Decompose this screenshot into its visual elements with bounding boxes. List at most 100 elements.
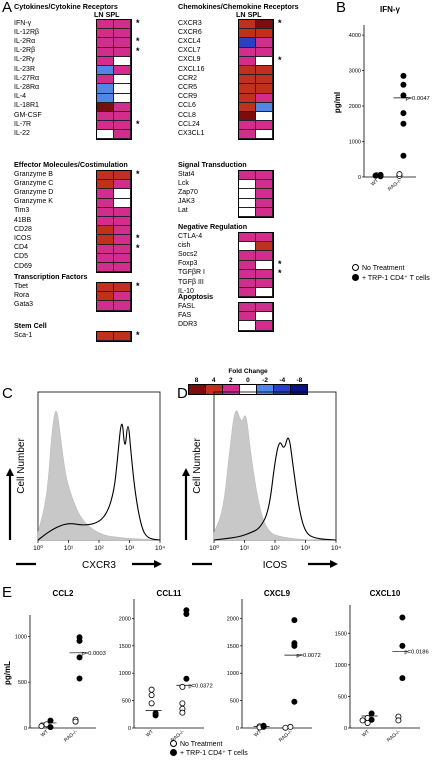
heatmap-cell-spl bbox=[114, 180, 131, 190]
y-tick-label: 1000 bbox=[349, 140, 361, 146]
heatmap-cell-ln bbox=[239, 321, 256, 331]
heatmap-cell-spl bbox=[114, 253, 131, 263]
data-point-no-treatment bbox=[179, 709, 186, 716]
section-title: Apoptosis bbox=[178, 292, 214, 301]
heatmap-cell-ln bbox=[239, 102, 256, 112]
p-value-annotation: p=0.0186 bbox=[404, 650, 428, 656]
x-tick-label: RAG-/- bbox=[386, 729, 402, 744]
significance-star: * bbox=[278, 18, 282, 28]
significance-star: * bbox=[278, 54, 282, 65]
data-point-treated bbox=[47, 717, 54, 724]
heatmap-cell-ln bbox=[239, 189, 256, 199]
row-label: Granzyme B bbox=[14, 170, 53, 178]
row-label: Tbet bbox=[14, 282, 29, 290]
row-label: IL-12Rβ bbox=[14, 28, 40, 36]
significance-star: * bbox=[278, 267, 282, 278]
data-point-treated bbox=[260, 723, 267, 730]
x-tick-label: 10³ bbox=[125, 545, 135, 552]
row-label: IL-22 bbox=[14, 129, 30, 137]
p-value-annotation: p=0.0003 bbox=[82, 651, 106, 657]
heatmap-cell-spl bbox=[256, 130, 273, 140]
data-point-treated bbox=[372, 172, 379, 179]
heatmap-cell-ln bbox=[97, 102, 114, 112]
fold-change-swatch bbox=[274, 385, 291, 394]
row-label: CXCL4 bbox=[178, 37, 201, 45]
fold-change-swatches bbox=[188, 384, 308, 395]
row-label: CXCR3 bbox=[178, 19, 202, 27]
heatmap-cell-ln bbox=[97, 292, 114, 302]
section-title: Negative Regulation bbox=[178, 222, 248, 231]
heatmap-cell-ln bbox=[97, 65, 114, 76]
fold-change-swatch bbox=[206, 385, 223, 394]
x-arrow-head-icon bbox=[154, 560, 162, 568]
heatmap-cell-ln bbox=[239, 121, 256, 131]
heatmap-cell-ln bbox=[239, 233, 256, 243]
y-arrow-head-icon bbox=[182, 468, 190, 476]
heatmap-cell-ln bbox=[239, 242, 256, 252]
y-tick-label: 3000 bbox=[349, 69, 361, 75]
y-tick-label: 2000 bbox=[349, 104, 361, 110]
chart-c-cxcr3-histogram: 10⁰ 10¹ 10² 10³ 10⁴ CXCR3 Cell Number bbox=[6, 391, 165, 571]
row-label: Socs2 bbox=[178, 250, 198, 258]
heatmap-cell-ln bbox=[97, 283, 114, 293]
heatmap-cell-ln bbox=[239, 312, 256, 322]
fold-change-labels: 8 4 2 0 -2 -4 -8 bbox=[188, 377, 308, 384]
x-axis-label: CXCR3 bbox=[82, 560, 116, 571]
heatmap-cell-spl bbox=[114, 130, 131, 140]
x-tick-label: WT bbox=[253, 729, 263, 739]
heatmap-cell-spl bbox=[114, 111, 131, 122]
row-label: CCL6 bbox=[178, 102, 196, 110]
heatmap-cell-spl bbox=[114, 93, 131, 103]
heatmap-cell-ln bbox=[97, 121, 114, 131]
y-tick-label: 1000 bbox=[335, 663, 347, 669]
heatmap-cell-ln bbox=[97, 171, 114, 181]
heatmap-cell-ln bbox=[97, 262, 114, 273]
data-point-treated bbox=[400, 92, 407, 99]
row-label: CXCL16 bbox=[178, 65, 205, 73]
significance-star: * bbox=[278, 258, 282, 269]
row-label: Granzyme D bbox=[14, 188, 54, 196]
y-tick-label: 1500 bbox=[335, 631, 347, 637]
chart-title: CXCL9 bbox=[264, 589, 291, 598]
row-label: Sca-1 bbox=[14, 331, 33, 339]
heatmap-cell-ln bbox=[97, 198, 114, 208]
row-label: IL-10 bbox=[178, 287, 194, 295]
heatmap-cell-spl bbox=[256, 38, 273, 48]
row-label: Lck bbox=[178, 179, 189, 187]
data-point-no-treatment bbox=[38, 723, 45, 730]
chart-d-icos-histogram: 10⁰ 10¹ 10² 10³ 10⁴ ICOS Cell Number bbox=[182, 391, 341, 571]
heatmap-cell-spl bbox=[256, 121, 273, 131]
fold-change-label: 2 bbox=[229, 377, 233, 384]
x-tick-label: WT bbox=[145, 729, 155, 739]
x-tick-label: 10² bbox=[94, 545, 104, 552]
heatmap-block bbox=[96, 331, 132, 343]
heatmap-cell-spl bbox=[114, 38, 131, 48]
heatmap-cell-spl bbox=[256, 75, 273, 85]
heatmap-cell-spl bbox=[256, 171, 273, 181]
heatmap-cell-ln bbox=[239, 111, 256, 122]
x-tick-label: 10⁴ bbox=[331, 545, 341, 552]
data-point-treated bbox=[399, 675, 406, 682]
heatmap-cell-ln bbox=[239, 303, 256, 313]
fold-change-legend: Fold Change 8 4 2 0 -2 -4 -8 bbox=[188, 368, 308, 395]
y-arrow-head-icon bbox=[6, 468, 14, 476]
heatmap-cell-ln bbox=[239, 75, 256, 85]
row-label: CXCR6 bbox=[178, 28, 202, 36]
y-tick-label: 500 bbox=[122, 699, 131, 705]
chart-e-ccl2: CCL2 pg/mL 0 500 1000 WT RAG-/- p=0.0003 bbox=[3, 589, 106, 744]
heatmap-cell-ln bbox=[239, 56, 256, 66]
data-point-treated bbox=[152, 712, 159, 719]
heatmap-cell-spl bbox=[114, 20, 131, 30]
heatmap-cell-ln bbox=[239, 47, 256, 57]
significance-star: * bbox=[136, 36, 140, 47]
heatmap-cell-ln bbox=[97, 47, 114, 57]
heatmap-cell-spl bbox=[256, 47, 273, 57]
heatmap-cell-ln bbox=[239, 20, 256, 30]
column-header-ln-spl: LN SPL bbox=[236, 10, 262, 19]
heatmap-cell-ln bbox=[97, 75, 114, 85]
heatmap-cell-ln bbox=[239, 93, 256, 103]
x-tick-label: RAG-/- bbox=[63, 729, 79, 744]
heatmap-block bbox=[238, 302, 274, 332]
y-tick-label: 0 bbox=[128, 726, 131, 732]
chart-title: CCL2 bbox=[53, 589, 74, 598]
